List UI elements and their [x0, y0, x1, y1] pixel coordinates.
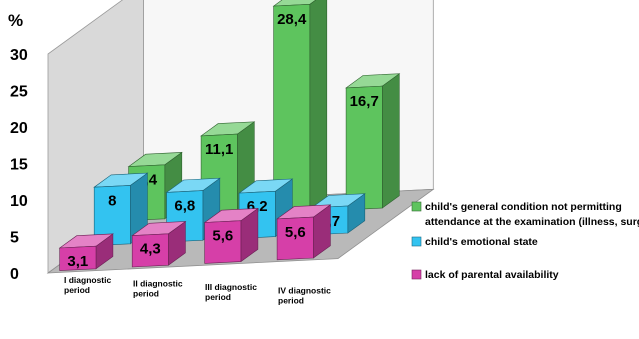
bar: [345, 73, 401, 211]
data-label: 8: [108, 192, 116, 209]
bars: 7,411,128,416,786,86,23,73,14,35,65,6: [58, 0, 401, 271]
legend-swatch: [411, 236, 422, 247]
x-tick-label: III diagnostic: [205, 282, 257, 292]
x-tick-label: I diagnostic: [64, 275, 112, 285]
data-label: 16,7: [350, 93, 379, 110]
bar: [272, 0, 328, 214]
legend-swatch: [411, 201, 422, 212]
bar-side: [381, 73, 400, 209]
x-tick-label: IV diagnostic: [278, 286, 331, 296]
y-tick-label: 30: [10, 47, 28, 64]
data-label: 5,6: [285, 224, 306, 241]
data-label: 4,3: [140, 241, 161, 258]
legend-label: child's general condition not permitting: [425, 201, 622, 213]
bar-front: [276, 216, 314, 261]
legend-label: child's emotional state: [425, 236, 538, 248]
bar: [276, 204, 332, 261]
y-tick-label: 20: [10, 120, 28, 137]
y-axis: % 0 5 10 15 20 25 30: [8, 11, 28, 283]
bar-front: [59, 245, 97, 271]
bar: [58, 233, 114, 271]
x-tick-label: period: [278, 296, 304, 306]
y-axis-unit: %: [8, 11, 23, 30]
x-tick-label: period: [205, 292, 231, 302]
x-tick-label: period: [64, 285, 90, 295]
data-label: 11,1: [205, 141, 233, 158]
y-tick-label: 5: [10, 230, 19, 247]
bar: [93, 172, 149, 246]
y-tick-label: 15: [10, 157, 28, 174]
y-tick-label: 10: [10, 193, 28, 210]
data-label: 28,4: [277, 11, 307, 28]
bar-side: [309, 0, 328, 213]
x-tick-label: period: [133, 289, 159, 299]
bar-front: [93, 185, 131, 246]
bar-front: [131, 233, 169, 268]
bar: [131, 220, 187, 268]
legend: child's general condition not permitting…: [411, 201, 639, 281]
data-label: 3,1: [67, 253, 88, 270]
y-tick-label: 0: [10, 266, 19, 283]
bar-front: [345, 85, 383, 211]
x-tick-label: II diagnostic: [133, 279, 183, 289]
legend-swatch: [411, 269, 422, 280]
legend-label: attendance at the examination (illness, …: [425, 216, 639, 228]
bar-front: [204, 220, 242, 264]
data-label: 5,6: [212, 228, 233, 245]
data-label: 6,8: [174, 198, 195, 215]
legend-label: lack of parental availability: [425, 269, 559, 281]
y-tick-label: 25: [10, 84, 28, 101]
bar: [203, 207, 259, 264]
